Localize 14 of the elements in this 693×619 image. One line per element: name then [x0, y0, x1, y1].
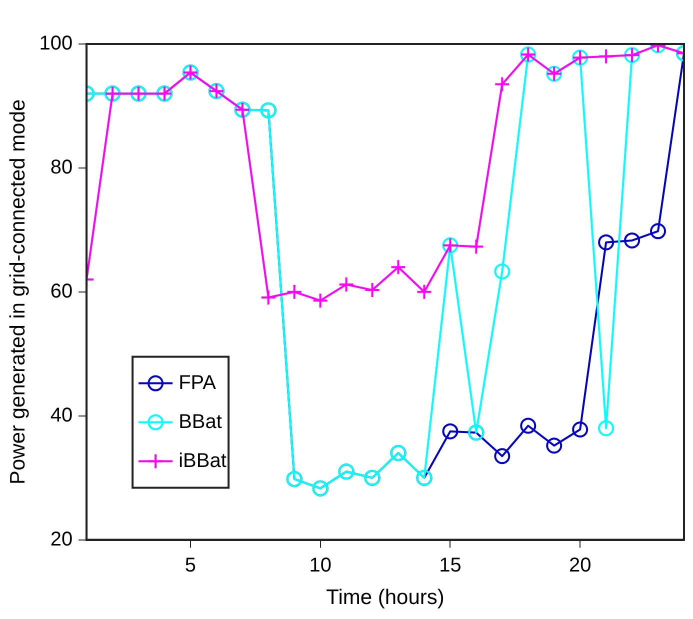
y-tick-label: 60	[50, 280, 73, 302]
legend-label: iBBat	[178, 450, 227, 472]
y-tick-label: 20	[50, 528, 73, 550]
x-tick-label: 5	[184, 554, 196, 576]
x-axis-title: Time (hours)	[326, 586, 444, 610]
x-tick-label: 15	[439, 554, 462, 576]
y-axis-title: Power generated in grid-connected mode	[6, 99, 30, 485]
x-tick-label: 20	[568, 554, 592, 576]
y-tick-label: 80	[50, 156, 73, 178]
legend-label: FPA	[178, 372, 217, 394]
y-tick-label: 100	[39, 32, 73, 55]
legend-label: BBat	[178, 410, 222, 433]
y-tick-label: 40	[50, 404, 73, 426]
x-tick-label: 10	[309, 554, 332, 576]
